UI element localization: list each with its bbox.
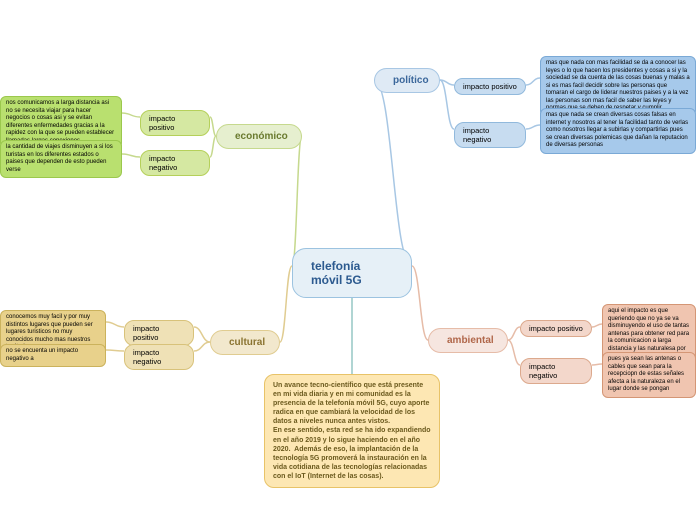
leaf-economico-neg: la cantidad de viajes disminuyen a si lo… <box>0 140 122 178</box>
branch-cultural: cultural <box>210 330 280 355</box>
leaf-politico-neg: mas que nada se crean diversas cosas fal… <box>540 108 696 154</box>
leaf-ambiental-neg: pues ya sean las antenas o cables que se… <box>602 352 696 398</box>
branch-economico: económico <box>216 124 302 149</box>
sub-ambiental-pos: impacto positivo <box>520 320 592 337</box>
sub-cultural-pos: impacto positivo <box>124 320 194 346</box>
sub-politico-pos: impacto positivo <box>454 78 526 95</box>
sub-politico-neg: impacto negativo <box>454 122 526 148</box>
branch-politico: político <box>374 68 440 93</box>
sub-cultural-neg: impacto negativo <box>124 344 194 370</box>
branch-ambiental: ambiental <box>428 328 508 353</box>
sub-ambiental-neg: impacto negativo <box>520 358 592 384</box>
sub-economico-neg: impacto negativo <box>140 150 210 176</box>
sub-economico-pos: impacto positivo <box>140 110 210 136</box>
leaf-cultural-neg: no se encuenta un impacto negativo a <box>0 344 106 367</box>
center-node: telefonía móvil 5G <box>292 248 412 298</box>
description-box: Un avance tecno-científico que está pres… <box>264 374 440 488</box>
